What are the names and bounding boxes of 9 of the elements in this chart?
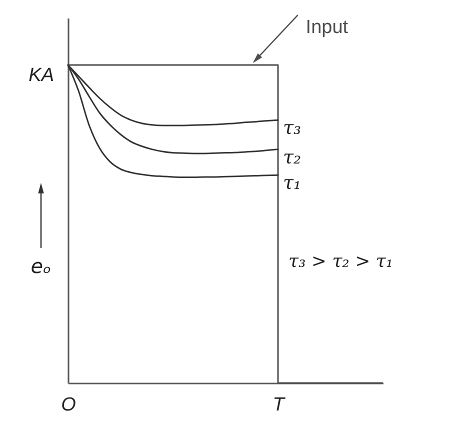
annotation: τ₃ > τ₂ > τ₁ (288, 250, 394, 272)
x-tick-label: O (61, 394, 76, 416)
annotation: KA (28, 65, 54, 86)
series-label: τ₂ (283, 146, 302, 168)
y-axis-title: eₒ (30, 254, 52, 278)
x-tick-label: T (272, 394, 286, 416)
text: Input (306, 17, 349, 38)
series-label: τ₃ (283, 117, 302, 140)
series-label: τ₁ (283, 172, 302, 194)
